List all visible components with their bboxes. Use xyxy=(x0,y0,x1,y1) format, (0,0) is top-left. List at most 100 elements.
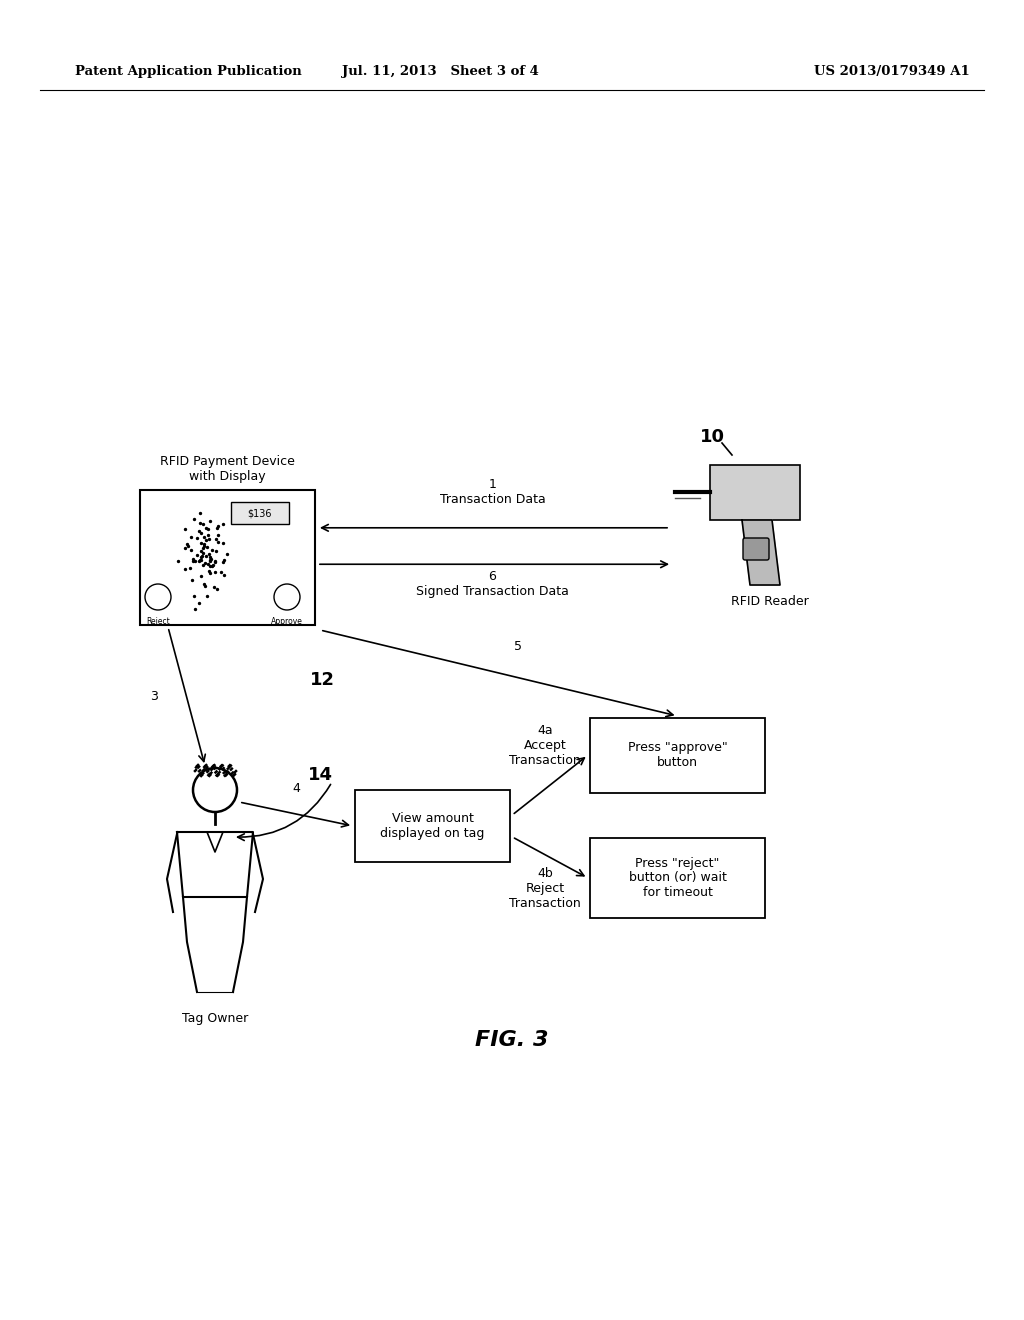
Text: 4a
Accept
Transaction: 4a Accept Transaction xyxy=(509,723,581,767)
Point xyxy=(198,529,214,550)
Point xyxy=(187,550,204,572)
Point xyxy=(196,535,212,556)
Point xyxy=(203,548,219,569)
Point xyxy=(190,521,207,543)
Point xyxy=(193,541,209,562)
Circle shape xyxy=(145,583,171,610)
Point xyxy=(205,554,221,576)
Point xyxy=(201,544,217,565)
Point xyxy=(183,569,200,590)
Point xyxy=(207,528,223,549)
Text: Reject: Reject xyxy=(146,616,170,626)
Text: 5: 5 xyxy=(514,640,522,653)
Point xyxy=(215,552,231,573)
Point xyxy=(194,546,210,568)
Text: Press "reject"
button (or) wait
for timeout: Press "reject" button (or) wait for time… xyxy=(629,857,726,899)
Point xyxy=(201,561,217,582)
Text: 10: 10 xyxy=(700,428,725,446)
Point xyxy=(182,557,199,578)
Point xyxy=(202,550,218,572)
Bar xyxy=(140,490,315,624)
Bar xyxy=(355,789,510,862)
Point xyxy=(196,543,212,564)
Point xyxy=(194,532,210,553)
Point xyxy=(201,524,217,545)
Point xyxy=(197,573,213,594)
Point xyxy=(196,533,212,554)
Bar xyxy=(590,838,765,917)
Point xyxy=(179,536,196,557)
Point xyxy=(202,510,218,531)
Point xyxy=(182,539,199,560)
Point xyxy=(200,553,216,574)
Point xyxy=(207,561,223,582)
Text: Patent Application Publication: Patent Application Publication xyxy=(75,66,302,78)
Text: Approve: Approve xyxy=(271,616,303,626)
Point xyxy=(198,517,214,539)
Text: FIG. 3: FIG. 3 xyxy=(475,1030,549,1049)
Point xyxy=(193,512,209,533)
Text: Press "approve"
button: Press "approve" button xyxy=(628,742,727,770)
Point xyxy=(207,550,223,572)
Text: 4: 4 xyxy=(292,781,300,795)
Point xyxy=(191,550,208,572)
Text: 6
Signed Transaction Data: 6 Signed Transaction Data xyxy=(416,570,569,598)
Circle shape xyxy=(193,768,237,812)
Point xyxy=(219,544,236,565)
Text: RFID Reader: RFID Reader xyxy=(731,595,809,609)
Point xyxy=(179,533,196,554)
Point xyxy=(189,527,206,548)
Point xyxy=(202,546,218,568)
Point xyxy=(196,527,212,548)
Point xyxy=(215,549,231,570)
Point xyxy=(186,598,203,619)
Point xyxy=(197,576,213,597)
Point xyxy=(207,540,223,561)
Point xyxy=(201,529,217,550)
Bar xyxy=(231,502,289,524)
Point xyxy=(188,544,205,565)
Point xyxy=(209,578,225,599)
Point xyxy=(199,545,215,566)
FancyBboxPatch shape xyxy=(743,539,769,560)
Text: Tag Owner: Tag Owner xyxy=(182,1012,248,1026)
Point xyxy=(190,593,207,614)
Point xyxy=(195,537,211,558)
Polygon shape xyxy=(742,520,780,585)
Point xyxy=(203,549,219,570)
Point xyxy=(215,533,231,554)
Point xyxy=(210,532,226,553)
Point xyxy=(191,502,208,523)
Point xyxy=(185,548,202,569)
Point xyxy=(194,549,210,570)
Point xyxy=(195,545,211,566)
Point xyxy=(170,550,186,572)
Point xyxy=(199,537,215,558)
Circle shape xyxy=(274,583,300,610)
Point xyxy=(207,552,223,573)
Text: $136: $136 xyxy=(248,508,272,517)
Point xyxy=(204,556,220,577)
Point xyxy=(209,517,225,539)
Point xyxy=(210,524,226,545)
Text: RFID Payment Device
with Display: RFID Payment Device with Display xyxy=(160,455,295,483)
Point xyxy=(185,586,202,607)
Point xyxy=(177,519,194,540)
Point xyxy=(200,517,216,539)
Point xyxy=(203,556,219,577)
Point xyxy=(182,527,199,548)
Text: 3: 3 xyxy=(151,689,158,702)
Point xyxy=(195,554,211,576)
Point xyxy=(191,550,208,572)
Point xyxy=(213,561,229,582)
Polygon shape xyxy=(177,832,253,898)
Point xyxy=(186,510,203,531)
Point xyxy=(194,523,210,544)
Point xyxy=(216,565,232,586)
Point xyxy=(195,513,211,535)
Point xyxy=(185,550,202,572)
Point xyxy=(209,515,225,536)
Point xyxy=(214,513,230,535)
Text: 12: 12 xyxy=(310,671,335,689)
Point xyxy=(206,577,222,598)
